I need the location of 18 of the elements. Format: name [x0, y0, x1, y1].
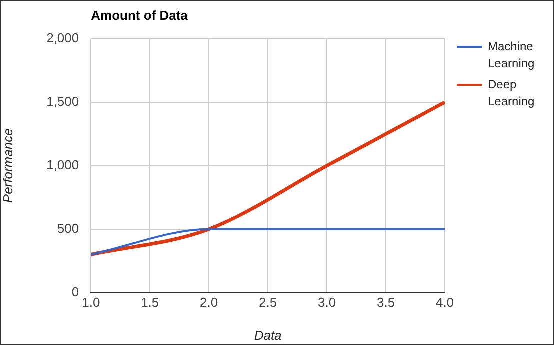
y-tick-label: 0 [72, 284, 80, 300]
x-tick-label: 3.5 [376, 295, 396, 310]
y-tick-label: 1,000 [46, 157, 80, 172]
chart-title: Amount of Data [91, 8, 189, 23]
y-tick-label: 500 [57, 220, 80, 236]
y-tick-label: 1,500 [46, 94, 80, 110]
legend-label: Deep Learning [488, 77, 535, 108]
legend-label: Machine Learning [488, 39, 535, 70]
x-tick-label: 1.0 [82, 295, 100, 310]
y-axis-title: Performance [0, 128, 16, 204]
x-tick-label: 2.0 [200, 295, 218, 310]
x-tick-label: 4.0 [436, 295, 454, 310]
x-tick-label: 1.5 [141, 295, 160, 310]
x-tick-label: 3.0 [318, 295, 336, 310]
y-tick-label: 2,000 [46, 30, 80, 46]
x-tick-label: 2.5 [259, 295, 278, 310]
x-axis-title: Data [254, 328, 282, 343]
line-series [91, 100, 445, 256]
